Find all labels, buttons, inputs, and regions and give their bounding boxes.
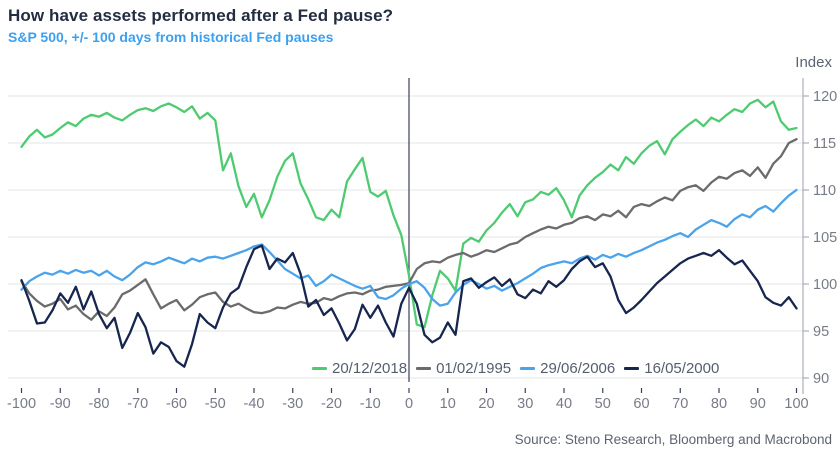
svg-text:120: 120	[813, 89, 837, 105]
source-attribution: Source: Steno Research, Bloomberg and Ma…	[514, 432, 832, 447]
legend-label: 01/02/1995	[436, 360, 512, 377]
svg-text:-30: -30	[282, 396, 303, 412]
svg-text:70: 70	[672, 396, 688, 412]
svg-text:105: 105	[813, 230, 837, 246]
svg-text:-50: -50	[205, 396, 226, 412]
svg-text:95: 95	[813, 324, 829, 340]
svg-text:100: 100	[784, 396, 808, 412]
svg-text:60: 60	[633, 396, 649, 412]
svg-text:-80: -80	[89, 396, 110, 412]
legend-label: 20/12/2018	[332, 360, 408, 377]
svg-text:30: 30	[517, 396, 533, 412]
y-axis: 90 95 100 105 110 115 120	[802, 78, 837, 394]
svg-text:80: 80	[711, 396, 727, 412]
gridlines	[8, 95, 803, 379]
legend-line-swatch	[520, 367, 536, 370]
chart-subtitle: S&P 500, +/- 100 days from historical Fe…	[8, 29, 334, 45]
legend-item: 29/06/2006	[520, 360, 615, 377]
svg-text:110: 110	[813, 183, 836, 199]
chart-legend: 20/12/2018 01/02/1995 29/06/2006 16/05/2…	[312, 360, 719, 377]
y-axis-unit-label: Index	[795, 54, 832, 71]
svg-text:-40: -40	[244, 396, 265, 412]
legend-line-swatch	[416, 367, 432, 370]
svg-text:-60: -60	[166, 396, 187, 412]
svg-text:-70: -70	[127, 396, 148, 412]
page-title: How have assets performed after a Fed pa…	[8, 6, 394, 25]
legend-label: 29/06/2006	[540, 360, 616, 377]
svg-text:20: 20	[478, 396, 494, 412]
legend-item: 01/02/1995	[416, 360, 511, 377]
series-line-16-05-2000	[20, 244, 798, 368]
svg-text:-100: -100	[7, 396, 36, 412]
svg-text:40: 40	[556, 396, 572, 412]
legend-line-swatch	[624, 367, 640, 370]
legend-label: 16/05/2000	[644, 360, 720, 377]
svg-text:-90: -90	[50, 396, 71, 412]
legend-item: 16/05/2000	[624, 360, 719, 377]
svg-text:115: 115	[813, 136, 836, 152]
svg-text:0: 0	[405, 396, 413, 412]
legend-line-swatch	[312, 367, 327, 370]
svg-text:100: 100	[813, 277, 837, 293]
legend-item: 20/12/2018	[312, 360, 407, 377]
series-line-20-12-2018	[20, 98, 798, 329]
svg-text:50: 50	[595, 396, 611, 412]
svg-text:-10: -10	[360, 396, 381, 412]
series-line-29-06-2006	[20, 188, 798, 307]
svg-text:90: 90	[813, 371, 829, 387]
svg-text:90: 90	[750, 396, 766, 412]
svg-text:10: 10	[440, 396, 456, 412]
svg-text:-20: -20	[321, 396, 342, 412]
x-axis: -100 -90 -80 -70 -60 -50 -40 -30 -20 -10 0 10 20 30 40…	[7, 388, 809, 412]
